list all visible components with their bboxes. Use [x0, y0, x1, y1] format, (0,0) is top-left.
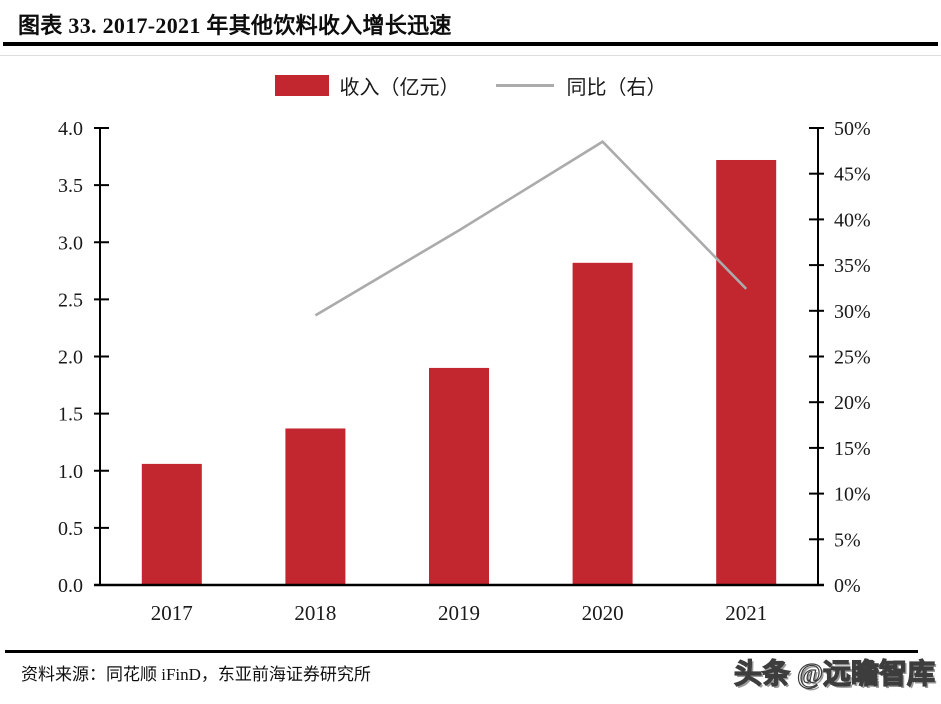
right-axis-tick-label: 15%	[834, 438, 871, 460]
figure-title: 图表 33. 2017-2021 年其他饮料收入增长迅速	[18, 13, 452, 38]
right-axis-tick-label: 50%	[834, 118, 871, 140]
right-axis-tick-label: 5%	[834, 529, 861, 551]
chart-legend: 收入（亿元） 同比（右）	[0, 72, 941, 99]
legend-bar-swatch	[274, 74, 329, 96]
title-subrule	[0, 55, 941, 56]
left-axis-tick-label: 4.0	[58, 118, 83, 140]
revenue-bar-2021	[716, 159, 777, 585]
right-axis-tick-label: 10%	[834, 484, 871, 506]
right-axis-tick-label: 45%	[834, 164, 871, 186]
left-axis-tick-label: 1.5	[58, 404, 83, 426]
x-axis-label-2021: 2021	[725, 601, 767, 625]
revenue-bar-2017	[141, 463, 202, 585]
revenue-bar-2020	[572, 262, 633, 585]
legend-line-label: 同比（右）	[566, 76, 667, 99]
left-axis-tick-label: 3.0	[58, 232, 83, 254]
right-axis-tick-label: 20%	[834, 392, 871, 414]
left-axis-tick-label: 0.0	[58, 575, 83, 597]
yoy-growth-line	[314, 140, 748, 317]
left-axis-tick-label: 3.5	[58, 175, 83, 197]
right-axis-tick-label: 35%	[834, 255, 871, 277]
revenue-bar-2019	[429, 367, 489, 585]
right-axis-tick-label: 25%	[834, 347, 871, 369]
x-axis-label-2020: 2020	[582, 601, 624, 625]
legend-bar-label: 收入（亿元）	[339, 76, 460, 99]
x-axis-label-2018: 2018	[294, 601, 336, 625]
legend-line-swatch	[495, 83, 554, 87]
right-axis-tick-label: 30%	[834, 301, 871, 323]
right-axis-tick-label: 0%	[834, 575, 861, 597]
x-axis-label-2017: 2017	[151, 601, 193, 625]
footer-rule	[5, 650, 918, 653]
left-axis-tick-label: 0.5	[58, 518, 83, 540]
title-rule	[3, 42, 938, 46]
x-axis-label-2019: 2019	[438, 601, 480, 625]
combo-chart: 0.0 0.5 1.0 1.5 2.0 2.5 3.0 3.5 4.0 0% 5% 10% 15% 20%…	[58, 118, 871, 625]
source-note: 资料来源：同花顺 iFinD，东亚前海证券研究所	[21, 665, 371, 684]
left-axis-tick-label: 2.5	[58, 289, 83, 311]
left-axis-tick-label: 2.0	[58, 347, 83, 369]
revenue-bar-2018	[285, 428, 346, 585]
watermark: 头条 @远瞻智库	[733, 658, 935, 690]
right-axis-tick-label: 40%	[834, 209, 871, 231]
left-axis-tick-label: 1.0	[58, 461, 83, 483]
